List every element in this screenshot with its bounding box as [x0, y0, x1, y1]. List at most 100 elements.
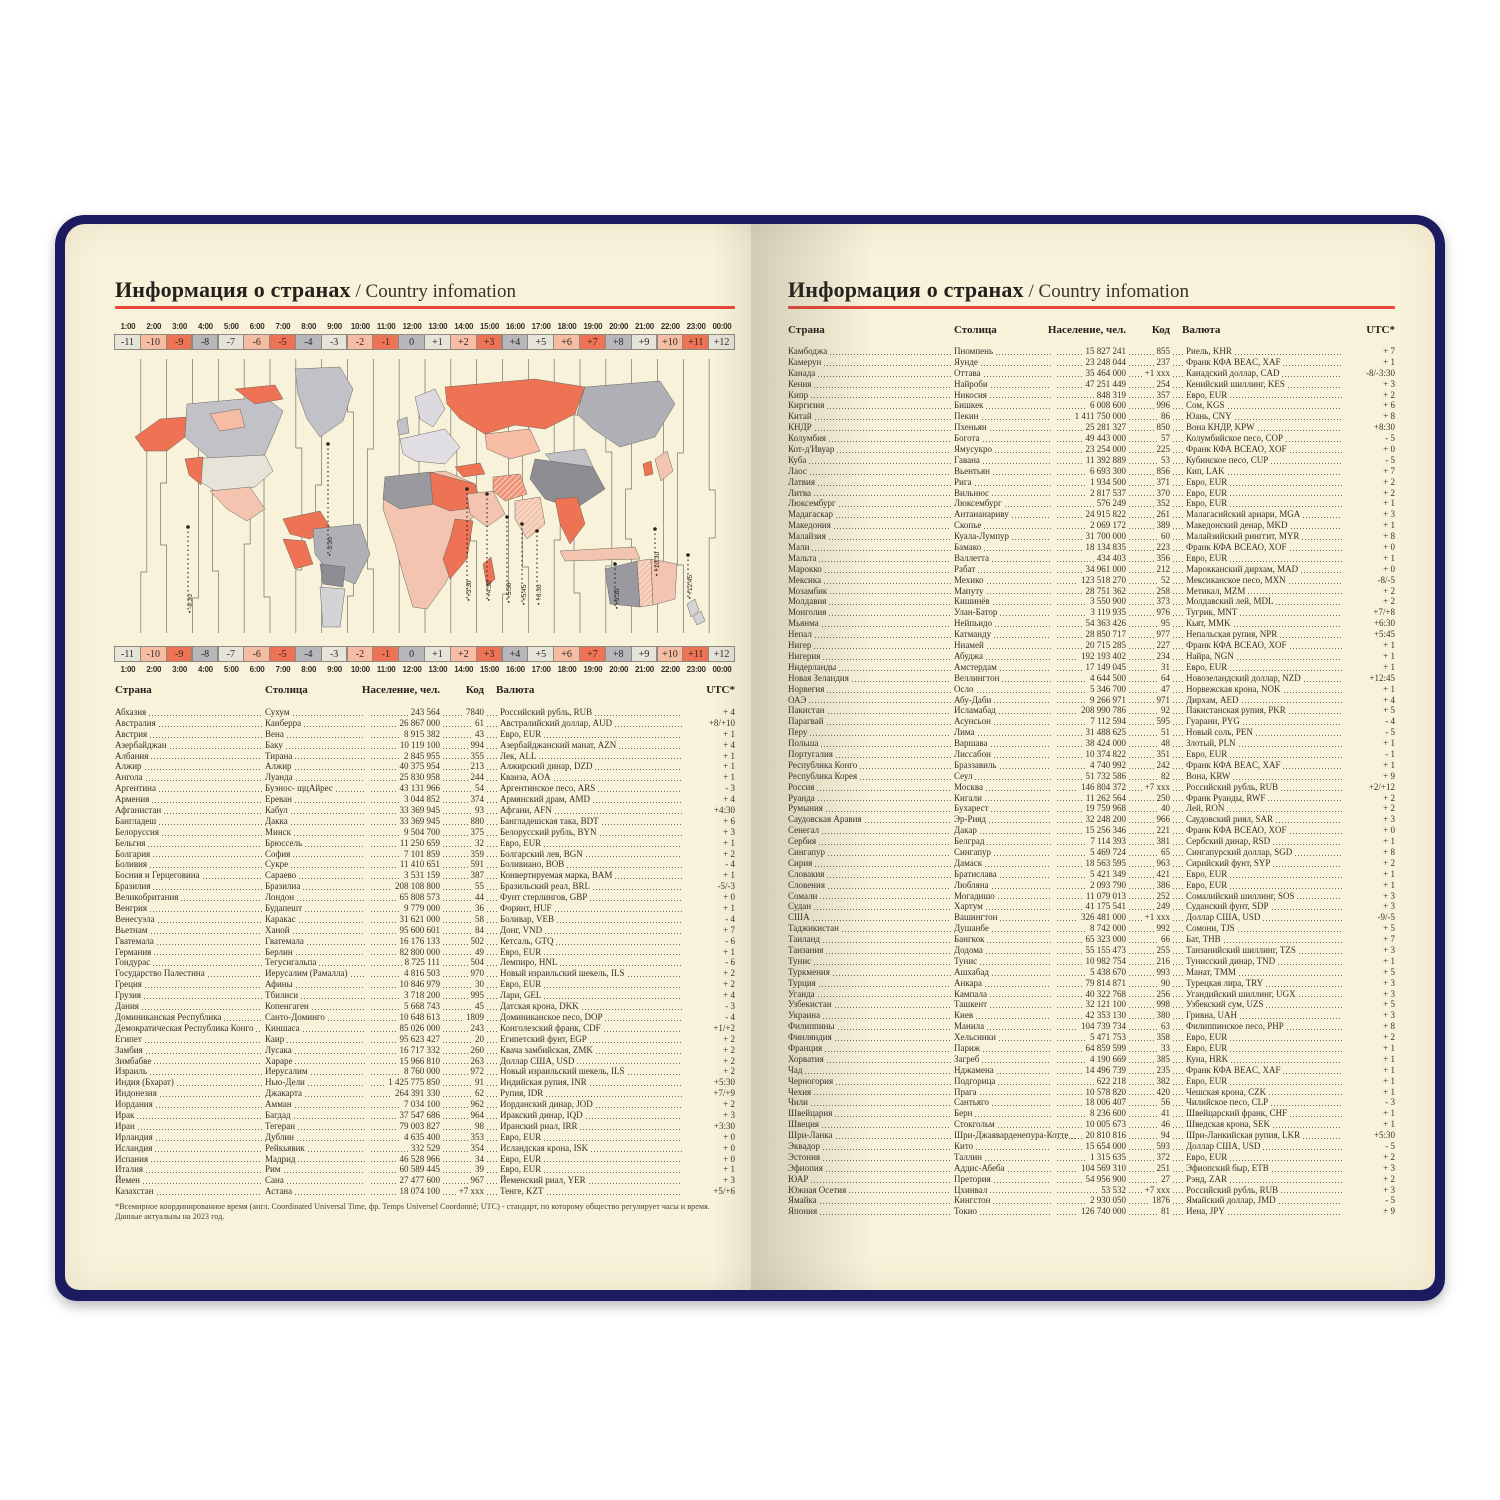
timezone-hour-label: 6:00: [249, 322, 265, 331]
timezone-hours-bottom: 1:00 2:00 3:00 4:00 5:00 6:00 7:00 8:00 9:00 10:0…: [115, 665, 735, 674]
timezone-offset-cell: -11: [114, 334, 141, 350]
timezone-hour-label: 10:00: [350, 665, 370, 674]
column-header-currency: Валюта: [1182, 324, 1221, 336]
timezone-hour-label: 6:00: [249, 665, 265, 674]
continents: [134, 366, 706, 628]
table-row: СингапурСингапур5 469 72465Сингапурский …: [788, 847, 1395, 858]
timezone-hour-label: 1:00: [120, 322, 136, 331]
timezone-offset-cell: +10: [656, 334, 684, 350]
table-row: Белоруссия Минск 9 504 700 375 Белорусский р…: [115, 827, 735, 838]
timezone-hour-label: 17:00: [531, 322, 551, 331]
timezone-offset-cell: -1: [372, 334, 400, 350]
timezone-offset-cell: +11: [682, 646, 710, 662]
timezone-offset-cell: -9: [165, 334, 193, 350]
fractional-offset-label: • +12:45: [687, 574, 694, 599]
timezone-hour-label: 14:00: [454, 322, 474, 331]
column-header-utc: UTC*: [685, 684, 735, 696]
fractional-offset-label: • +6:30: [536, 584, 543, 605]
table-row: Египет Каир 95 623 427 20 Египетский фунт, E…: [115, 1034, 735, 1045]
timezone-offset-cell: +6: [553, 646, 580, 662]
timezone-offsets-top: -11 -10 -9 -8 -7 -6 -5 -4 -3 -2 -1 0 +1 +2 +3 +4 +5 +6 +7 +…: [114, 334, 735, 350]
timezone-hour-label: 4:00: [197, 665, 213, 674]
title-underline: [788, 306, 1395, 309]
timezone-hour-label: 2:00: [146, 322, 162, 331]
table-row: МадагаскарАнтананариву24 915 822261Малаг…: [788, 509, 1395, 520]
timezone-offset-cell: +2: [449, 334, 477, 350]
timezone-offset-cell: +3: [475, 646, 503, 662]
timezone-hour-label: 8:00: [301, 665, 317, 674]
timezone-hour-label: 22:00: [660, 322, 680, 331]
table-row: ФилиппиныМанила104 739 73463Филиппинское…: [788, 1021, 1395, 1032]
gutter-shadow-right: [751, 224, 873, 1290]
page-title-ru: Информация о странах: [788, 277, 1024, 302]
timezone-offset-cell: -1: [372, 646, 400, 662]
timezone-hour-label: 4:00: [197, 322, 213, 331]
country-table-left: Абхазия Сухум 243 564 7840 Российский рубль,…: [115, 707, 735, 1197]
table-row: Южная ОсетияЦхинвал53 532+7 xxxРоссийски…: [788, 1185, 1395, 1196]
timezone-offset-cell: -3: [320, 646, 348, 662]
table-row: Доминиканская Республика Санто-Доминго 10 …: [115, 1012, 735, 1023]
timezone-hour-label: 17:00: [531, 665, 551, 674]
timezone-hour-label: 18:00: [557, 665, 577, 674]
timezone-offset-cell: -4: [295, 646, 322, 662]
timezone-hour-label: 16:00: [505, 665, 525, 674]
fractional-offset-label: • -3:30: [327, 537, 334, 556]
column-header-capital: Столица: [954, 324, 997, 336]
column-header-utc: UTC*: [1366, 324, 1395, 336]
table-row: Ирак Багдад 37 547 686 964 Иракский динар, I…: [115, 1110, 735, 1121]
right-page: Информация о странах / Country infomatio…: [788, 224, 1395, 1290]
timezone-offset-cell: +10: [656, 646, 684, 662]
table-row: Исландия Рейкьявик 332 529 354 Исландская кр…: [115, 1143, 735, 1154]
timezone-offset-cell: -6: [243, 334, 270, 350]
timezone-offset-cell: +5: [527, 646, 555, 662]
table-row: Азербайджан Баку 10 119 100 994 Азербайджанс…: [115, 740, 735, 751]
timezone-offset-cell: +12: [708, 334, 735, 350]
timezone-hour-label: 12:00: [402, 665, 422, 674]
timezone-offset-cell: +3: [475, 334, 503, 350]
table-row: Гватемала Гватемала 16 176 133 502 Кетсаль, …: [115, 936, 735, 947]
table-row: Великобритания Лондон 65 808 573 44 Фунт сте…: [115, 892, 735, 903]
timezone-offset-cell: -4: [295, 334, 322, 350]
timezone-offset-cell: -7: [217, 334, 245, 350]
page-title-separator: /: [350, 281, 366, 302]
timezone-offset-cell: -10: [140, 646, 167, 662]
table-row: ТанзанияДодома55 155 473255Танзанийский …: [788, 945, 1395, 956]
timezone-hour-label: 22:00: [660, 665, 680, 674]
timezone-offset-cell: -8: [191, 334, 219, 350]
timezone-offset-cell: 0: [398, 334, 425, 350]
column-header-population: Население, чел.: [361, 684, 440, 696]
timezone-hour-label: 9:00: [327, 665, 342, 674]
table-row: ПакистанИсламабад208 990 78692Пакистанск…: [788, 705, 1395, 716]
